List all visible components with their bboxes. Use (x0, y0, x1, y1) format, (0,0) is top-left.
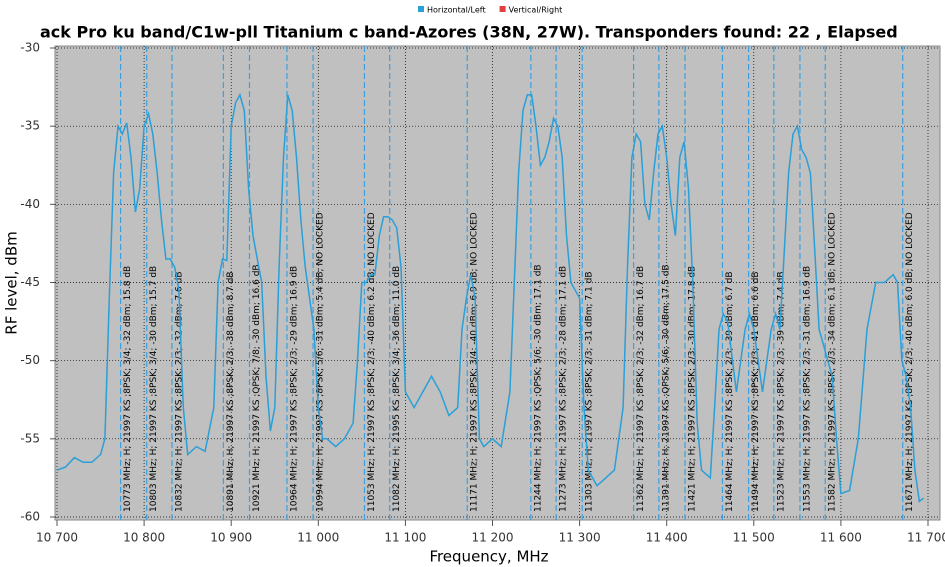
x-tick-label: 11 200 (472, 531, 514, 545)
transponder-label: 10773 MHz; H; 21997 KS ;8PSK; 3/4; -32 d… (123, 266, 133, 512)
x-tick-label: 11 600 (820, 531, 862, 545)
y-tick-label: -35 (20, 119, 40, 133)
y-tick-label: -40 (20, 197, 40, 211)
transponder-label: 10832 MHz; H; 21997 KS ;8PSK; 2/3; -32 d… (174, 271, 184, 512)
legend-swatch (499, 6, 506, 12)
transponder-label: 11082 MHz; H; 21995 KS ;8PSK; 3/4; -36 d… (392, 266, 402, 512)
y-tick-label: -50 (20, 353, 40, 367)
x-tick-label: 11 700 (907, 531, 945, 545)
x-tick-label: 10 800 (123, 531, 165, 545)
transponder-label: 11671 MHz; H; 21997 KS ;8PSK; 2/3; -40 d… (905, 212, 915, 512)
y-tick-label: -30 (20, 41, 40, 55)
x-tick-label: 11 400 (646, 531, 688, 545)
transponder-label: 11362 MHz; H; 21997 KS ;8PSK; 2/3; -32 d… (636, 266, 646, 512)
transponder-label: 11523 MHz; H; 21997 KS ;8PSK; 2/3; -39 d… (776, 271, 786, 512)
chart-title: ack Pro ku band/C1w-pll Titanium c band-… (40, 23, 898, 42)
transponder-label: 11553 MHz; H; 21997 KS ;8PSK; 2/3; -31 d… (802, 266, 812, 512)
transponder-label: 10803 MHz; H; 21997 KS ;8PSK; 3/4; -30 d… (149, 266, 159, 512)
transponder-label: 10891 MHz; H; 21997 KS ;8PSK; 2/3; -38 d… (226, 271, 236, 512)
x-axis-label: Frequency, MHz (429, 548, 548, 566)
y-tick-label: -55 (20, 431, 40, 445)
transponder-label: 11464 MHz; H; 21997 KS ;8PSK; 2/3; -39 d… (725, 271, 735, 512)
y-tick-label: -60 (20, 510, 40, 524)
legend-label: Horizontal/Left (427, 6, 486, 15)
transponder-label: 11171 MHz; H; 21997 KS ;8PSK; 3/4; -40 d… (470, 212, 480, 512)
x-tick-label: 11 300 (559, 531, 601, 545)
spectrum-line (56, 92, 925, 503)
plot-area (54, 45, 941, 521)
transponder-label: 11303 MHz; H; 21997 KS ;8PSK; 2/3; -31 d… (585, 271, 595, 512)
transponder-label: 11273 MHz; H; 21997 KS ;8PSK; 2/3; -28 d… (559, 266, 569, 512)
legend-label: Vertical/Right (509, 6, 563, 15)
transponder-label: 11244 MHz; H; 21997 KS ;QPSK; 5/6; -30 d… (533, 264, 543, 512)
transponder-label: 11494 MHz; H; 21997 KS ;8PSK; 2/3; -41 d… (751, 271, 761, 512)
transponder-label: 10964 MHz; H; 21997 KS ;8PSK; 2/3; -29 d… (289, 266, 299, 512)
transponder-label: 11582 MHz; H; 21997 KS ;8PSK; 2/3; -34 d… (828, 212, 838, 512)
y-axis-label: RF level, dBm (3, 231, 21, 334)
x-tick-label: 10 700 (36, 531, 78, 545)
transponder-label: 10994 MHz; H; 21997 KS ;8PSK; 5/6; -31 d… (316, 212, 326, 512)
transponder-label: 11421 MHz; H; 21997 KS ;8PSK; 2/3; -30 d… (687, 266, 697, 512)
x-tick-label: 11 100 (384, 531, 426, 545)
y-tick-label: -45 (20, 275, 40, 289)
transponder-label: 11053 MHz; H; 21997 KS ;8PSK; 2/3; -40 d… (367, 212, 377, 512)
transponder-label: 10921 MHz; H; 21997 KS ;QPSK; 7/8; -30 d… (252, 264, 262, 512)
legend-swatch (418, 6, 424, 12)
x-tick-label: 11 500 (733, 531, 775, 545)
x-tick-label: 10 900 (210, 531, 252, 545)
transponder-label: 11391 MHz; H; 21997 KS ;QPSK; 5/6; -30 d… (661, 264, 671, 512)
x-tick-label: 11 000 (297, 531, 339, 545)
